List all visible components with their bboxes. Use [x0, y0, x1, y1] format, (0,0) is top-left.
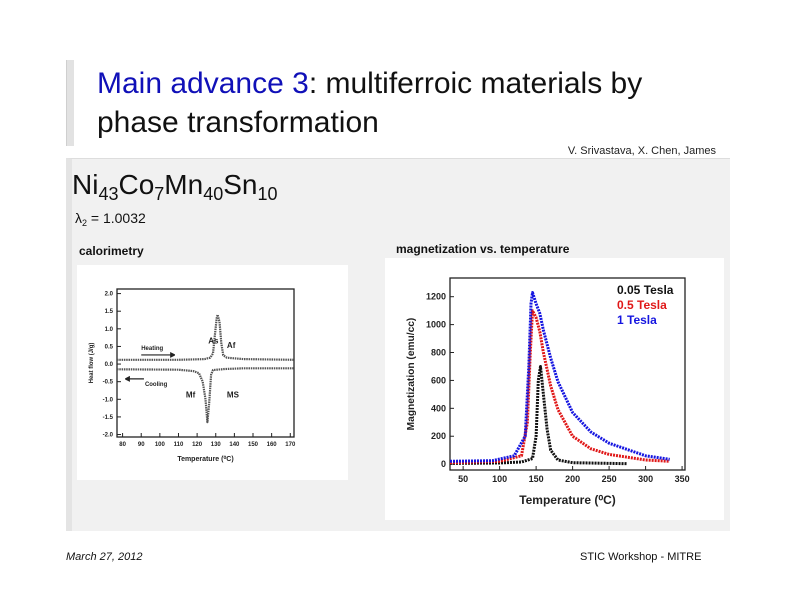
lambda-symbol: λ	[75, 210, 82, 226]
x-axis-label: Temperature (⁰C)	[519, 493, 616, 507]
element: Ni	[72, 169, 99, 200]
x-tick-label: 110	[174, 442, 184, 448]
series-line-1	[449, 309, 670, 465]
y-tick-label: 600	[431, 375, 446, 385]
heating-arrow	[141, 351, 176, 358]
x-tick-label: 90	[138, 442, 145, 448]
y-axis-label: Heat flow (J/g)	[89, 343, 95, 384]
y-tick-label: -1.5	[103, 415, 114, 421]
x-tick-label: 120	[192, 442, 203, 448]
lambda-subscript: 2	[82, 218, 88, 228]
x-tick-label: 100	[155, 442, 166, 448]
annotation-label: Af	[227, 341, 236, 350]
x-tick-label: 100	[492, 474, 507, 484]
y-tick-label: 2.0	[105, 292, 114, 298]
x-tick-label: 50	[458, 474, 468, 484]
y-tick-label: 200	[431, 431, 446, 441]
x-tick-label: 170	[285, 442, 296, 448]
x-tick-label: 200	[565, 474, 580, 484]
x-tick-label: 300	[638, 474, 653, 484]
plot-frame	[449, 277, 686, 471]
magnetization-label: magnetization vs. temperature	[396, 242, 570, 256]
title-rest: : multiferroic materials by phase transf…	[97, 67, 643, 139]
y-tick-label: 1200	[426, 292, 446, 302]
cooling-arrow	[125, 375, 144, 382]
legend-entry: 1 Tesla	[617, 313, 657, 327]
y-tick-label: 0	[441, 459, 446, 469]
magnetization-plot: 50 100 150 200 250 300 350 0 200 400 600 800 1000 120…	[406, 277, 690, 507]
y-tick-label: 1.5	[105, 309, 114, 315]
y-tick-label: 0.5	[105, 344, 114, 350]
plot-frame	[116, 288, 295, 438]
series-line-0	[449, 365, 628, 466]
magnetization-chart: 50 100 150 200 250 300 350 0 200 400 600 800 1000 120…	[385, 258, 724, 520]
subscript: 10	[257, 184, 278, 204]
chemical-formula: Ni43Co7Mn40Sn10	[72, 169, 278, 204]
annotation-label: Cooling	[145, 382, 168, 388]
y-tick-label: 1.0	[105, 327, 114, 333]
lambda-value: λ2 = 1.0032	[75, 210, 146, 228]
series-line-0	[117, 313, 295, 361]
annotation-label: As	[208, 337, 219, 346]
y-axis-label: Magnetization (emu/cc)	[406, 318, 417, 431]
y-tick-label: -2.0	[103, 433, 114, 439]
subscript: 43	[98, 184, 119, 204]
series-line-1	[116, 367, 294, 424]
x-tick-label: 140	[229, 442, 240, 448]
y-tick-label: -1.0	[103, 397, 114, 403]
annotation-label: Mf	[186, 391, 196, 400]
annotation-label: Heating	[141, 346, 163, 352]
y-tick-label: 400	[431, 403, 446, 413]
title-accent-bar	[66, 60, 74, 146]
element: Co	[118, 169, 155, 200]
x-tick-label: 150	[529, 474, 544, 484]
x-tick-label: 150	[248, 442, 259, 448]
x-axis-label: Temperature (⁰C)	[177, 455, 233, 463]
calorimetry-chart: 80 90 100 110 120 130 140 150 160 170 2.0 1.5 1.0 0.5…	[77, 265, 348, 480]
element: Mn	[164, 169, 204, 200]
x-tick-label: 250	[602, 474, 617, 484]
x-tick-label: 130	[211, 442, 222, 448]
x-tick-label: 160	[267, 442, 278, 448]
x-tick-label: 80	[119, 442, 126, 448]
calorimetry-plot: 80 90 100 110 120 130 140 150 160 170 2.0 1.5 1.0 0.5…	[89, 288, 296, 463]
y-tick-label: 800	[431, 348, 446, 358]
y-tick-label: 0.0	[105, 362, 114, 368]
subscript: 7	[154, 184, 165, 204]
footer-event: STIC Workshop - MITRE	[580, 551, 702, 563]
legend-entry: 0.05 Tesla	[617, 283, 674, 297]
subscript: 40	[203, 184, 224, 204]
slide-title: Main advance 3: multiferroic materials b…	[97, 64, 717, 142]
footer-date: March 27, 2012	[66, 551, 143, 563]
calorimetry-label: calorimetry	[79, 244, 144, 258]
x-tick-label: 350	[675, 474, 690, 484]
authors: V. Srivastava, X. Chen, James	[567, 145, 716, 157]
y-tick-label: 1000	[426, 320, 446, 330]
series-line-2	[449, 291, 670, 463]
legend-entry: 0.5 Tesla	[617, 298, 667, 312]
lambda-number: = 1.0032	[87, 210, 146, 226]
title-highlight: Main advance 3	[97, 67, 309, 100]
y-tick-label: -0.5	[103, 380, 114, 386]
annotation-label: MS	[227, 391, 240, 400]
element: Sn	[223, 169, 258, 200]
